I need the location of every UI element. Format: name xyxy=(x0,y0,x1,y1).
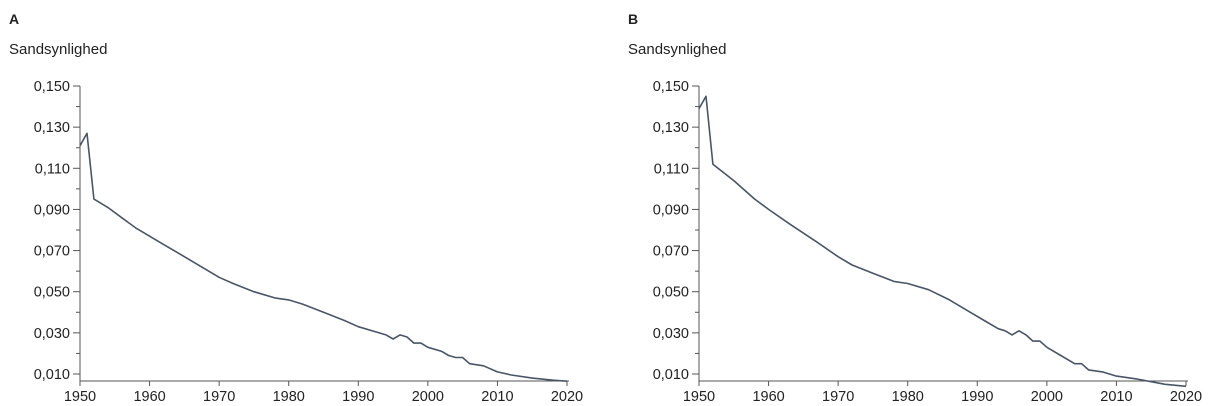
y-tick-label: 0,070 xyxy=(34,244,70,260)
x-tick-label: 2010 xyxy=(1100,389,1132,405)
chart-panel-b: B Sandsynlighed 0,010 0,030 0,050 0,070 0,09… xyxy=(619,0,1217,406)
series-line xyxy=(79,132,568,382)
y-tick-label: 0,030 xyxy=(653,326,689,342)
y-tick-label: 0,030 xyxy=(34,326,70,342)
y-tick-label: 0,050 xyxy=(653,285,689,301)
y-axis-label: Sandsynlighed xyxy=(9,41,108,58)
x-tick-label: 1970 xyxy=(203,389,235,405)
y-axis-label: Sandsynlighed xyxy=(628,41,727,58)
x-tick-label: 2020 xyxy=(1170,389,1202,405)
line-chart-a: 0,010 0,030 0,050 0,070 0,090 0,110 0,130 0,150… xyxy=(34,79,583,405)
x-tick-label: 1960 xyxy=(752,389,784,405)
y-tick-label: 0,110 xyxy=(654,161,689,177)
x-tick-label: 1950 xyxy=(683,389,715,405)
x-tick-label: 2000 xyxy=(1031,389,1063,405)
panel-letter: B xyxy=(628,11,639,27)
x-tick-label: 2020 xyxy=(551,389,583,405)
y-tick-label: 0,130 xyxy=(653,120,689,136)
y-tick-label: 0,110 xyxy=(35,161,70,177)
y-tick-label: 0,010 xyxy=(34,367,70,383)
y-tick-label: 0,070 xyxy=(653,244,689,260)
series-line xyxy=(698,95,1187,388)
chart-panel-a: A Sandsynlighed 0,010 0,030 0,050 0,070 0,09… xyxy=(0,0,600,406)
line-chart-b: 0,010 0,030 0,050 0,070 0,090 0,110 0,130 0,150… xyxy=(653,79,1202,405)
y-tick-label: 0,010 xyxy=(653,367,689,383)
y-tick-label: 0,150 xyxy=(34,79,70,95)
y-tick-label: 0,150 xyxy=(653,79,689,95)
x-tick-label: 2000 xyxy=(412,389,444,405)
x-tick-label: 1980 xyxy=(273,389,305,405)
x-tick-label: 1950 xyxy=(64,389,96,405)
y-tick-label: 0,130 xyxy=(34,120,70,136)
y-tick-label: 0,090 xyxy=(653,202,689,218)
x-tick-label: 1960 xyxy=(133,389,165,405)
x-tick-label: 1990 xyxy=(961,389,993,405)
y-tick-label: 0,090 xyxy=(34,202,70,218)
x-tick-label: 2010 xyxy=(481,389,513,405)
panel-letter: A xyxy=(9,11,20,27)
x-tick-label: 1990 xyxy=(342,389,374,405)
x-tick-label: 1970 xyxy=(822,389,854,405)
x-tick-label: 1980 xyxy=(892,389,924,405)
y-tick-label: 0,050 xyxy=(34,285,70,301)
